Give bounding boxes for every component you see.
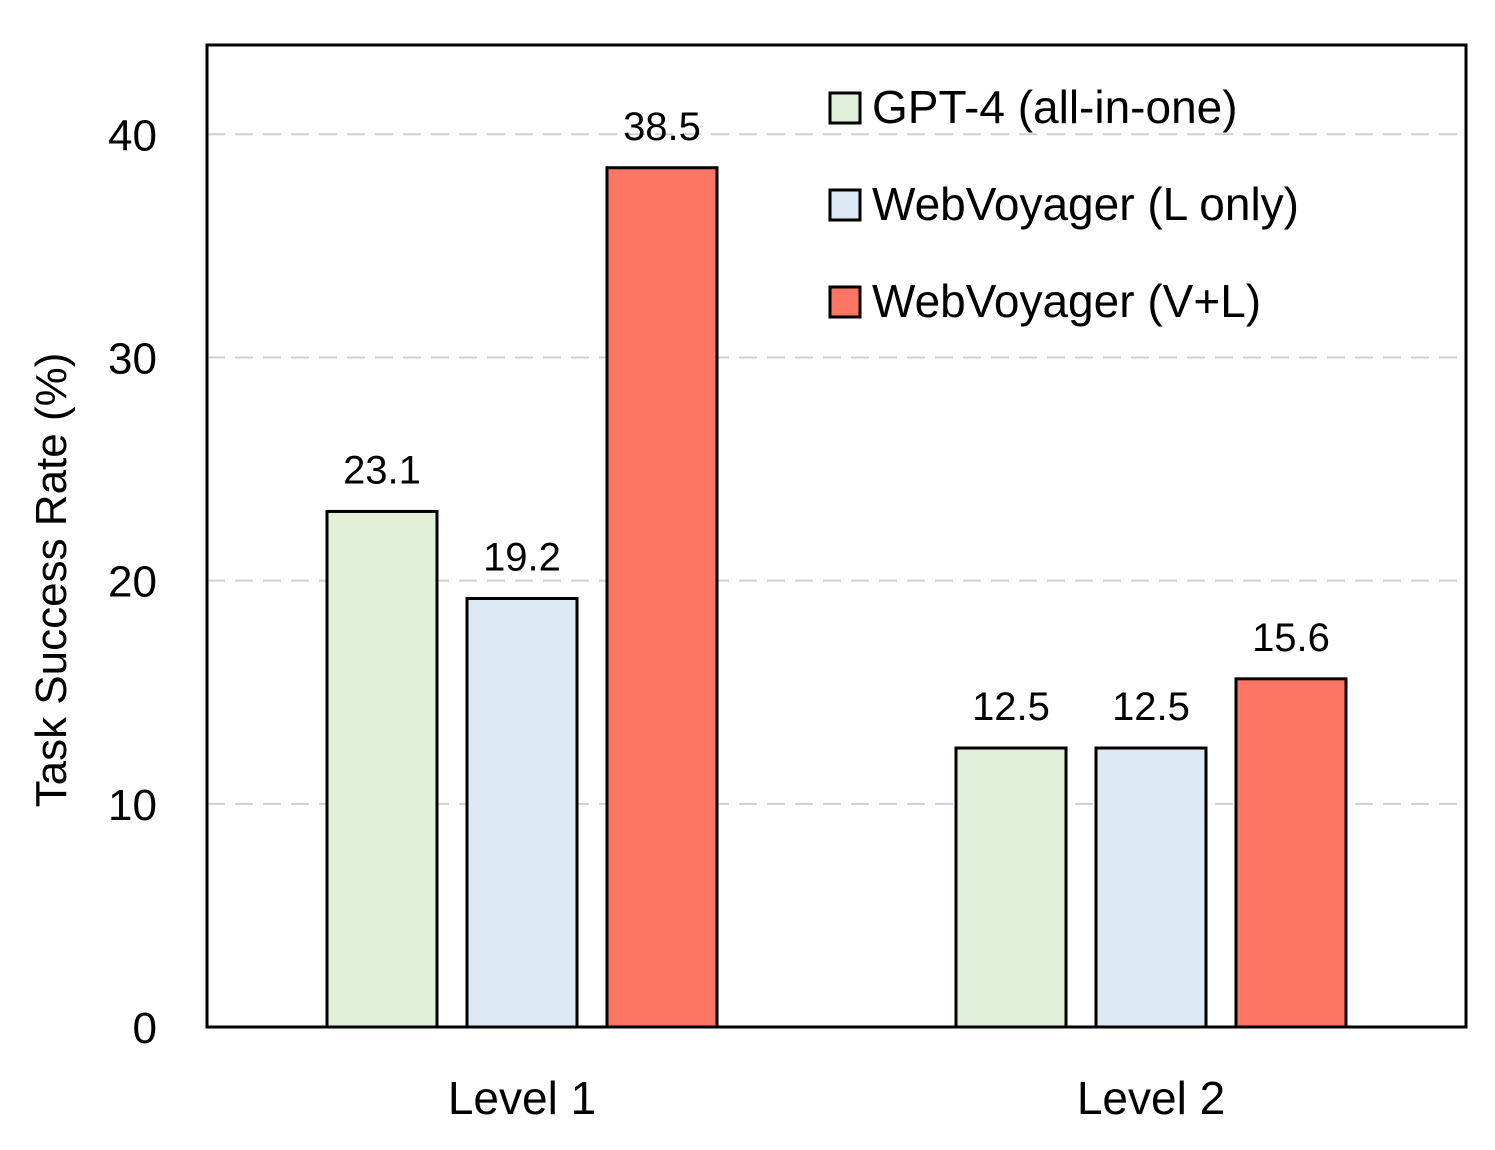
plot-frame xyxy=(205,43,1468,1029)
x-category-label: Level 2 xyxy=(1077,1072,1225,1124)
legend-swatch xyxy=(828,285,862,319)
data-label: 23.1 xyxy=(343,448,421,492)
bar xyxy=(954,746,1068,1029)
legend-label: WebVoyager (V+L) xyxy=(872,275,1261,327)
bar xyxy=(1234,677,1348,1029)
data-label: 12.5 xyxy=(972,685,1050,729)
legend: GPT-4 (all-in-one) WebVoyager (L only) Web… xyxy=(828,81,1299,327)
x-category-label: Level 1 xyxy=(448,1072,596,1124)
x-axis-categories: Level 1 Level 2 xyxy=(448,1072,1225,1124)
data-label: 12.5 xyxy=(1112,685,1190,729)
y-tick-label: 0 xyxy=(133,1004,157,1053)
y-tick-label: 10 xyxy=(108,781,157,830)
data-labels: 23.1 19.2 38.5 12.5 12.5 15.6 xyxy=(343,105,1330,729)
y-tick-label: 20 xyxy=(108,558,157,607)
legend-swatch xyxy=(828,91,862,125)
bar xyxy=(325,509,439,1029)
legend-label: GPT-4 (all-in-one) xyxy=(872,81,1238,133)
data-label: 19.2 xyxy=(483,535,561,579)
bar xyxy=(605,166,719,1029)
bar xyxy=(1094,746,1208,1029)
y-tick-label: 40 xyxy=(108,111,157,160)
legend-item: WebVoyager (L only) xyxy=(828,178,1299,230)
y-tick-label: 30 xyxy=(108,334,157,383)
legend-label: WebVoyager (L only) xyxy=(872,178,1299,230)
bar xyxy=(465,596,579,1029)
data-label: 15.6 xyxy=(1252,616,1330,660)
data-label: 38.5 xyxy=(623,105,701,149)
y-axis-title: Task Success Rate (%) xyxy=(27,353,76,808)
y-axis-ticks: 0 10 20 30 40 xyxy=(108,111,157,1053)
legend-item: GPT-4 (all-in-one) xyxy=(828,81,1238,133)
legend-swatch xyxy=(828,188,862,222)
legend-item: WebVoyager (V+L) xyxy=(828,275,1261,327)
